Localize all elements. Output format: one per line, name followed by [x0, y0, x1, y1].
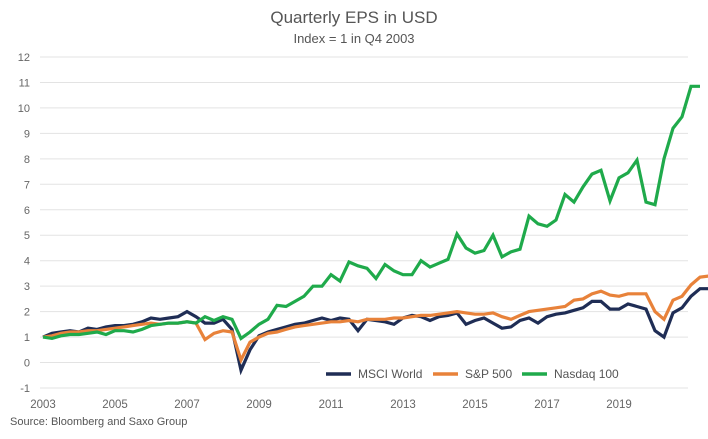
x-axis-ticks: 2003 2005 2007 2009 2011 2013 2015 2017 2019 [30, 399, 632, 411]
legend: MSCI World S&P 500 Nasdaq 100 [320, 362, 690, 385]
y-tick-label: 1 [24, 332, 30, 344]
x-tick-label: 2017 [534, 399, 560, 411]
x-tick-label: 2007 [174, 399, 200, 411]
series-lines [42, 84, 708, 376]
y-tick-label: 6 [24, 205, 30, 217]
y-tick-label: 4 [24, 256, 30, 268]
y-tick-label: 10 [18, 103, 30, 115]
x-tick-label: 2013 [390, 399, 416, 411]
x-tick-label: 2015 [462, 399, 488, 411]
legend-label: S&P 500 [465, 367, 512, 381]
chart-title: Quarterly EPS in USD [270, 8, 438, 27]
y-tick-label: 11 [19, 77, 30, 89]
gridlines [40, 56, 688, 389]
source-note: Source: Bloomberg and Saxo Group [10, 416, 188, 428]
y-tick-label: 3 [24, 281, 30, 293]
x-tick-label: 2003 [30, 399, 56, 411]
y-tick-label: 12 [18, 52, 30, 64]
y-tick-label: -1 [20, 383, 30, 395]
x-tick-label: 2005 [102, 399, 128, 411]
legend-label: MSCI World [358, 367, 422, 381]
y-tick-label: 5 [24, 230, 30, 242]
x-tick-label: 2009 [246, 399, 272, 411]
y-tick-label: 7 [24, 179, 30, 191]
series-line-s-p-500 [42, 274, 708, 365]
series-line-nasdaq-100 [42, 84, 700, 341]
y-tick-label: 8 [24, 154, 30, 166]
x-tick-label: 2011 [319, 399, 344, 411]
chart-subtitle: Index = 1 in Q4 2003 [293, 31, 415, 46]
y-tick-label: 0 [24, 358, 30, 370]
x-tick-label: 2019 [606, 399, 632, 411]
legend-label: Nasdaq 100 [554, 367, 619, 381]
y-tick-label: 2 [24, 307, 30, 319]
legend-background [320, 362, 690, 385]
y-tick-label: 9 [24, 128, 30, 140]
